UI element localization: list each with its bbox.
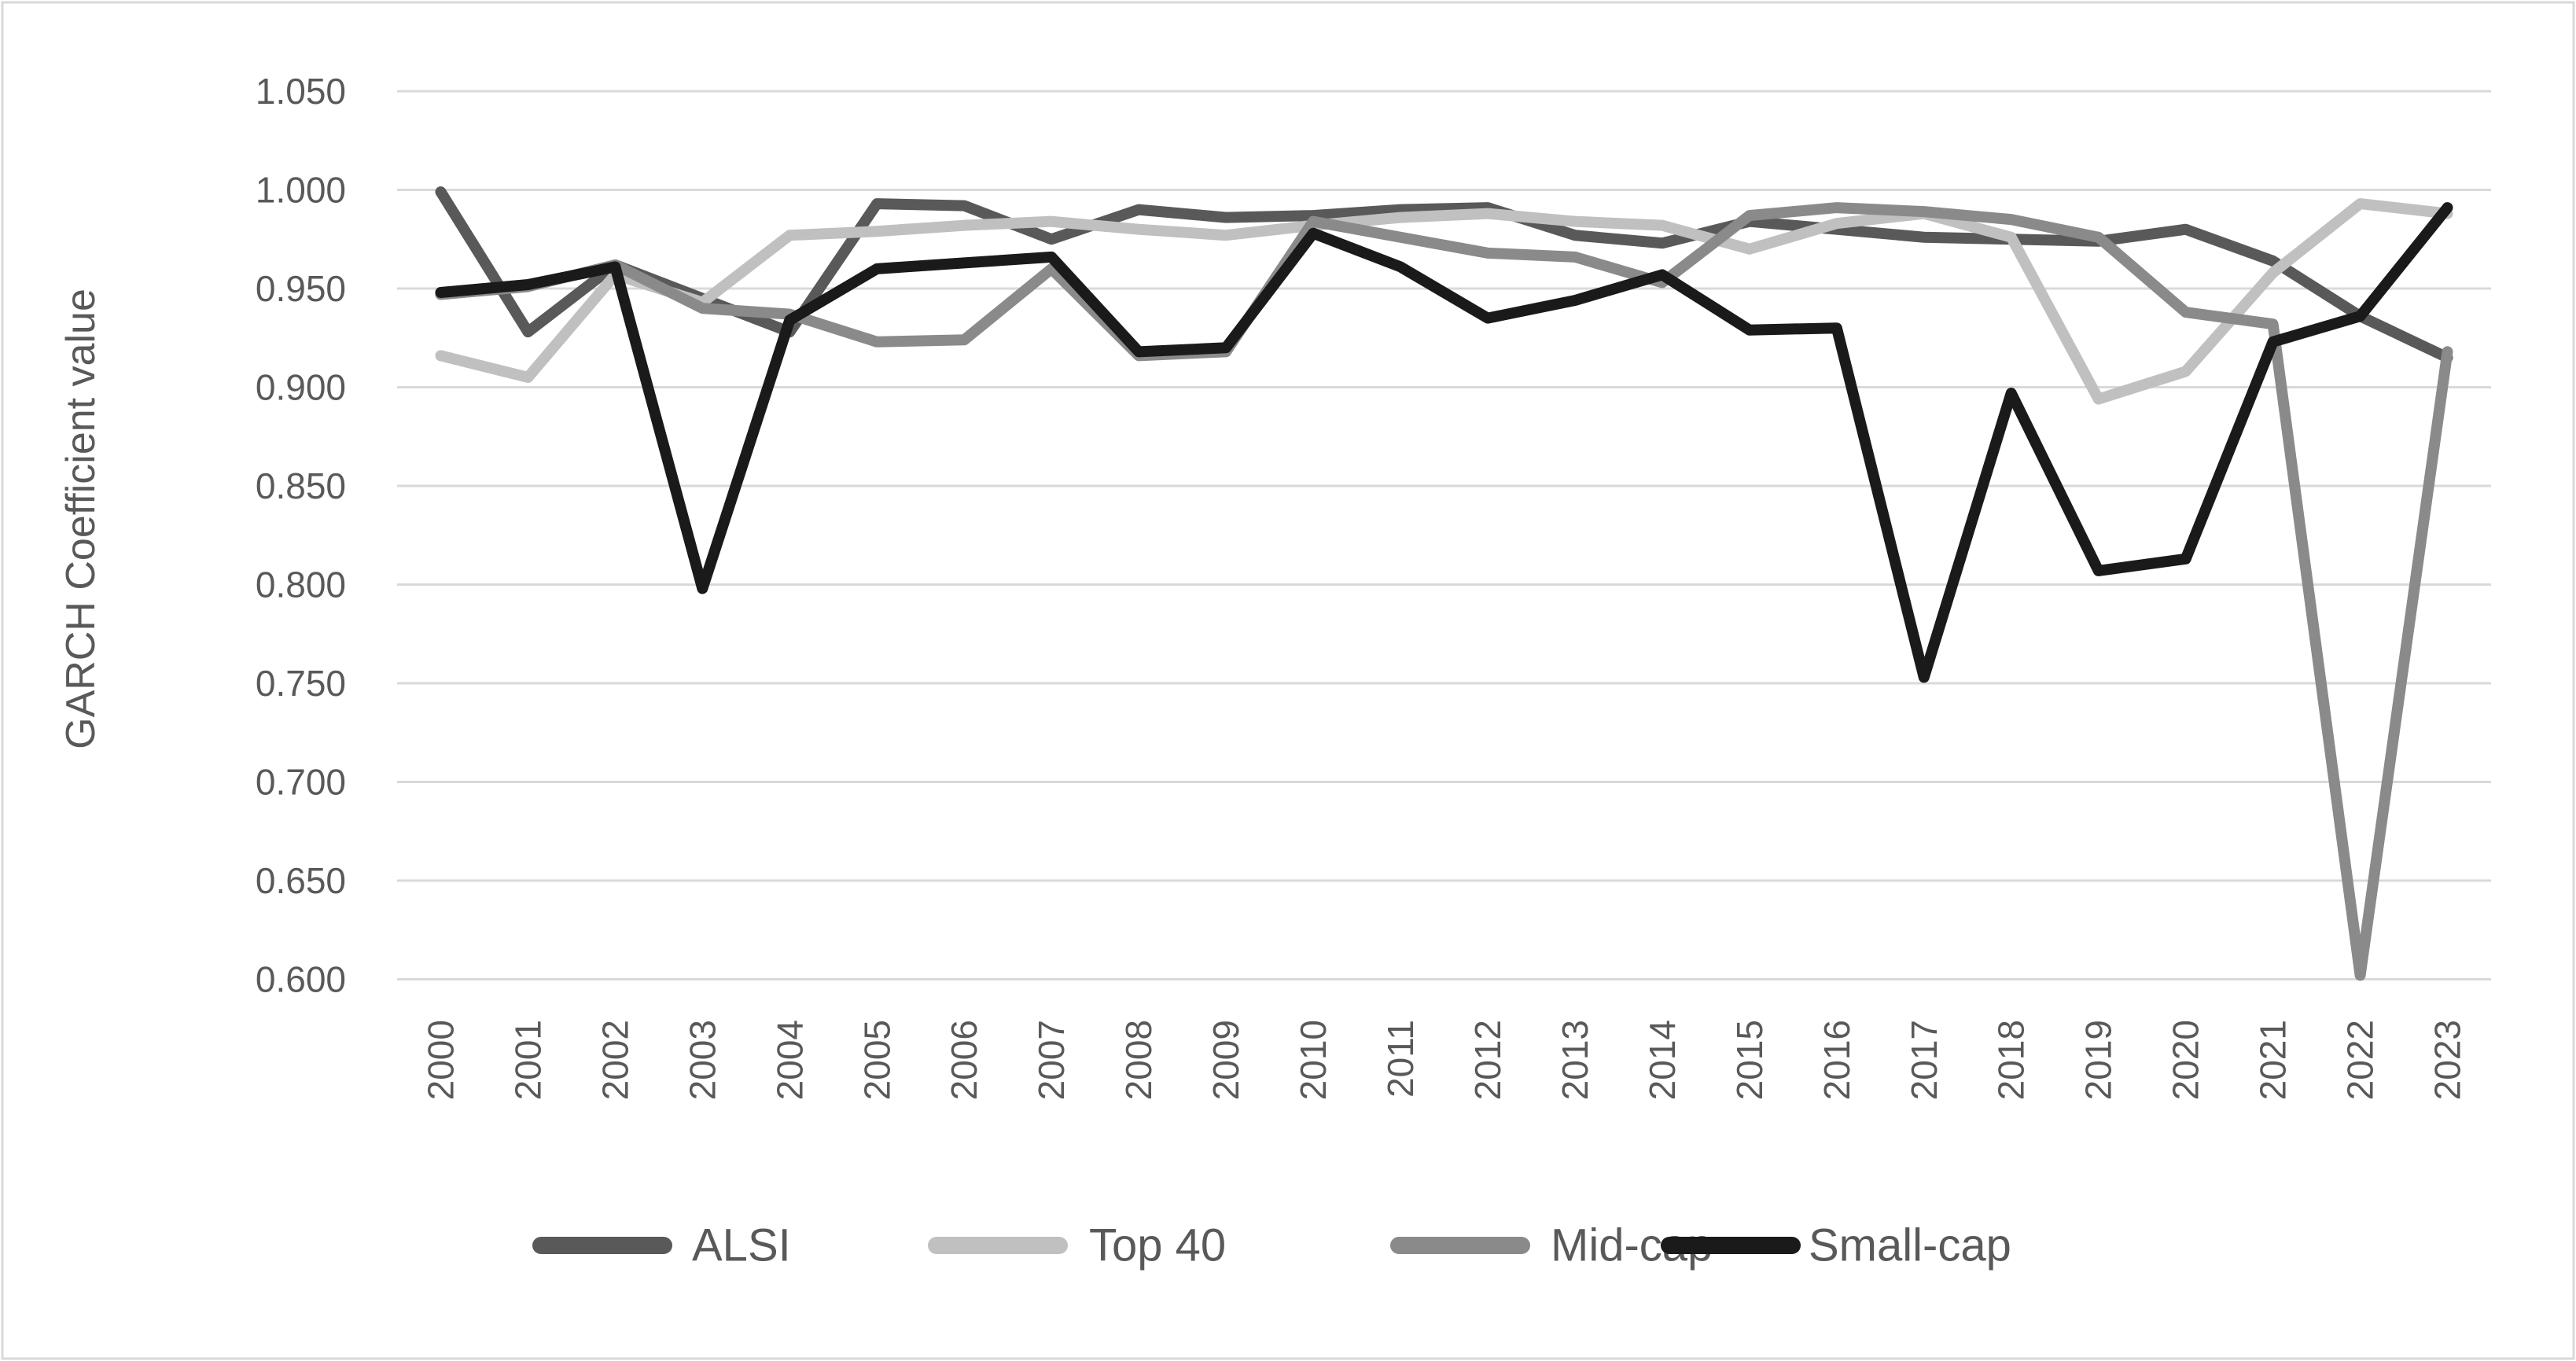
x-tick-label-2014: 2014 (1642, 1020, 1683, 1100)
legend-label-top-40: Top 40 (1089, 1220, 1226, 1271)
legend-swatch-top-40-icon (928, 1237, 1068, 1254)
x-tick-label-2016: 2016 (1816, 1020, 1857, 1100)
x-tick-label-2012: 2012 (1467, 1020, 1508, 1100)
x-tick-label-2019: 2019 (2078, 1020, 2119, 1100)
x-tick-label-2013: 2013 (1555, 1020, 1595, 1100)
y-tick-label-0.700: 0.700 (256, 762, 346, 803)
x-tick-label-2004: 2004 (769, 1020, 810, 1100)
x-tick-label-2006: 2006 (944, 1020, 984, 1100)
x-tick-label-2001: 2001 (507, 1020, 548, 1100)
y-tick-label-0.850: 0.850 (256, 465, 346, 506)
x-tick-label-2007: 2007 (1031, 1020, 1072, 1100)
y-axis-title: GARCH Coefficient value (58, 289, 104, 749)
x-tick-label-2003: 2003 (682, 1020, 723, 1100)
y-tick-label-0.900: 0.900 (256, 367, 346, 408)
x-tick-label-2008: 2008 (1118, 1020, 1159, 1100)
series-lines (435, 186, 2453, 981)
legend-label-alsi: ALSI (692, 1220, 791, 1271)
y-tick-label-0.650: 0.650 (256, 860, 346, 901)
legend-item-top-40: Top 40 (928, 1220, 1226, 1271)
legend-swatch-small-cap-icon (1661, 1237, 1801, 1254)
y-tick-label-0.600: 0.600 (256, 959, 346, 1000)
legend-item-alsi: ALSI (532, 1220, 791, 1271)
top-40-line (435, 198, 2453, 405)
alsi-line (435, 186, 2453, 363)
y-tick-label-1.050: 1.050 (256, 71, 346, 112)
x-tick-label-2005: 2005 (856, 1020, 897, 1100)
x-tick-label-2015: 2015 (1729, 1020, 1770, 1100)
gridlines (397, 90, 2491, 980)
y-tick-label-0.800: 0.800 (256, 565, 346, 605)
x-axis-tick-labels: 2000 2001 2002 2003 2004 2005 2006 2007 2008 2009… (420, 1020, 2467, 1100)
small-cap-line (435, 202, 2453, 683)
legend-swatch-mid-cap-icon (1390, 1237, 1530, 1254)
x-tick-label-2017: 2017 (1904, 1020, 1945, 1100)
legend-swatch-alsi-icon (532, 1237, 672, 1254)
x-tick-label-2018: 2018 (1991, 1020, 2032, 1100)
legend-label-small-cap: Small-cap (1809, 1220, 2011, 1271)
y-tick-label-0.750: 0.750 (256, 663, 346, 704)
legend-item-small-cap: Small-cap (1661, 1220, 2011, 1271)
x-tick-label-2020: 2020 (2166, 1020, 2206, 1100)
x-tick-label-2010: 2010 (1293, 1020, 1334, 1100)
x-tick-label-2009: 2009 (1205, 1020, 1246, 1100)
y-tick-label-0.950: 0.950 (256, 268, 346, 309)
x-tick-label-2022: 2022 (2340, 1020, 2381, 1100)
x-tick-label-2000: 2000 (420, 1020, 461, 1100)
x-tick-label-2011: 2011 (1380, 1020, 1421, 1098)
x-tick-label-2002: 2002 (594, 1020, 635, 1100)
y-tick-label-1.000: 1.000 (256, 170, 346, 211)
y-axis-tick-labels: 1.050 1.000 0.950 0.900 0.850 0.800 0.750 0.700… (256, 71, 346, 1000)
x-tick-label-2023: 2023 (2427, 1020, 2468, 1100)
mid-cap-line (435, 202, 2453, 981)
x-tick-label-2021: 2021 (2253, 1020, 2294, 1100)
legend: ALSI Top 40 Mid-cap Small-cap (532, 1220, 2011, 1271)
